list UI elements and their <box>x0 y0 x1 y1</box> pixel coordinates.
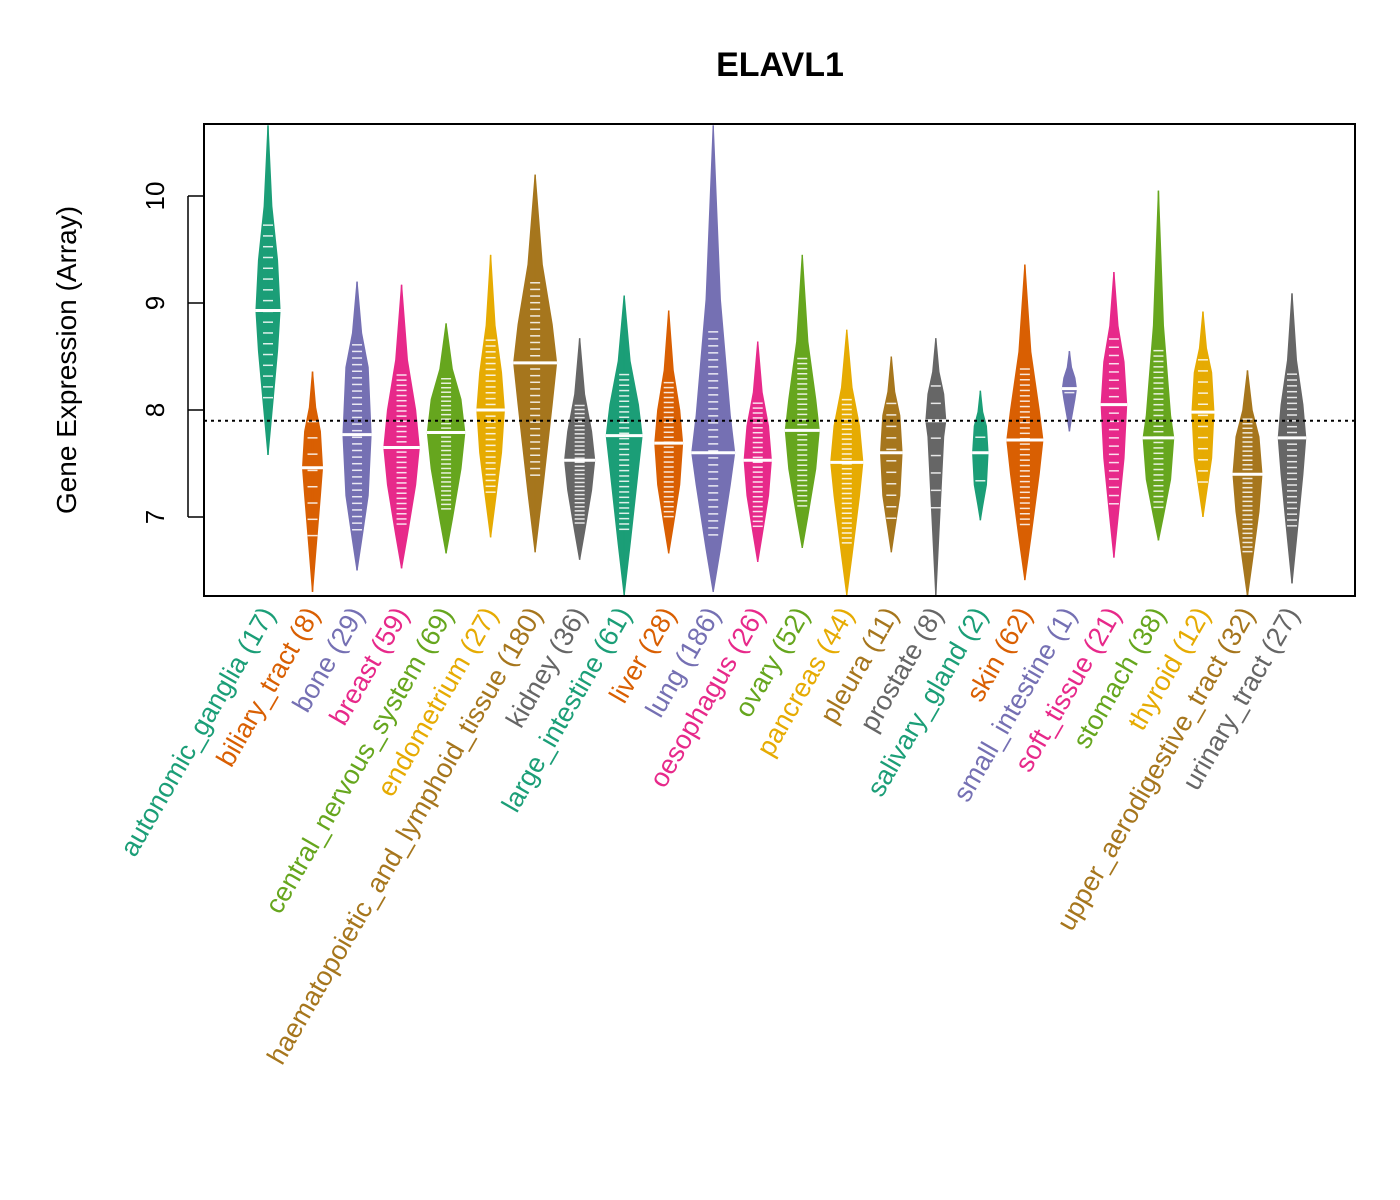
y-tick-label: 9 <box>140 296 170 310</box>
x-axis-labels: autonomic_ganglia (17)biliary_tract (8)b… <box>114 602 1305 1069</box>
plot-frame <box>203 123 1356 597</box>
y-tick-label: 10 <box>140 182 170 211</box>
y-axis: 7 8 9 10 <box>140 182 204 524</box>
y-tick-label: 7 <box>140 510 170 524</box>
y-tick-label: 8 <box>140 403 170 417</box>
violins-layer <box>255 125 1307 597</box>
y-axis-label: Gene Expression (Array) <box>51 206 82 514</box>
chart-title: ELAVL1 <box>716 46 844 84</box>
